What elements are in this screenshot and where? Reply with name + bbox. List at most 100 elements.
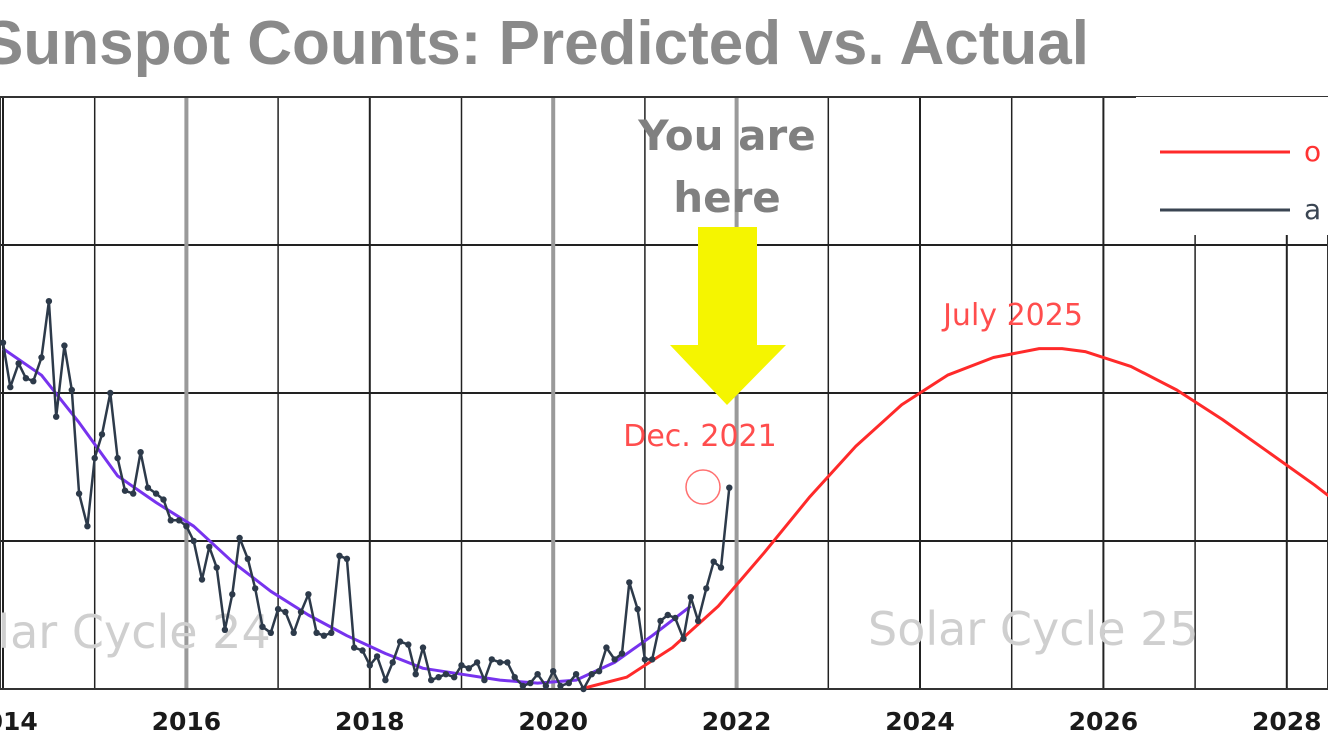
- actual-point: [91, 454, 98, 462]
- actual-point: [611, 656, 618, 663]
- actual-point: [527, 679, 534, 687]
- actual-point: [152, 490, 160, 497]
- actual-point: [0, 339, 7, 346]
- actual-point: [130, 490, 137, 497]
- actual-point: [198, 576, 206, 583]
- actual-point: [15, 360, 22, 367]
- actual-point: [137, 449, 144, 456]
- chart-title: Sunspot Counts: Predicted vs. Actual: [0, 9, 1089, 78]
- actual-point: [687, 594, 694, 601]
- actual-point: [580, 685, 587, 693]
- actual-point: [274, 605, 282, 613]
- actual-point: [481, 676, 488, 684]
- actual-point: [680, 635, 687, 642]
- actual-point: [38, 354, 45, 361]
- actual-point: [206, 543, 213, 551]
- actual-point: [336, 552, 343, 559]
- actual-point: [282, 608, 289, 616]
- actual-point: [313, 629, 320, 636]
- actual-point: [557, 682, 564, 690]
- actual-point: [351, 644, 358, 651]
- you-are-label: You are: [637, 111, 815, 160]
- actual-point: [30, 378, 37, 385]
- series-layer: [0, 298, 1328, 693]
- actual-point: [519, 682, 527, 690]
- actual-point: [634, 605, 641, 613]
- smoothed-series: [2, 347, 692, 685]
- actual-point: [710, 558, 717, 565]
- actual-point: [68, 386, 76, 394]
- actual-point: [534, 671, 541, 678]
- actual-point: [664, 611, 671, 619]
- actual-point: [144, 484, 152, 491]
- actual-point: [626, 579, 633, 586]
- actual-point: [236, 534, 243, 542]
- actual-point: [649, 656, 656, 663]
- dec-2021-label: Dec. 2021: [623, 419, 776, 454]
- x-axis-ticks: 2014 2016 2018 2020 2022 2024 2026 2028: [0, 707, 1322, 736]
- legend-predicted-label: o: [1304, 135, 1321, 168]
- cycle-25-label: Solar Cycle 25: [868, 602, 1199, 656]
- actual-point: [244, 555, 251, 562]
- actual-point: [305, 591, 312, 598]
- actual-point: [641, 656, 649, 663]
- smoothed-series-line: [2, 347, 692, 685]
- x-tick-label-2014: 2014: [0, 707, 38, 736]
- x-tick-label-2020: 2020: [518, 707, 588, 736]
- actual-point: [213, 564, 220, 571]
- actual-point: [107, 389, 114, 397]
- actual-point: [496, 659, 504, 666]
- actual-point: [488, 656, 495, 663]
- actual-point: [419, 644, 427, 651]
- actual-point: [405, 641, 412, 648]
- actual-point: [7, 383, 14, 391]
- actual-point: [328, 629, 335, 636]
- actual-point: [396, 638, 404, 645]
- x-tick-label-2022: 2022: [702, 707, 772, 736]
- actual-point: [588, 671, 595, 678]
- x-tick-label-2028: 2028: [1252, 707, 1322, 736]
- actual-point: [61, 342, 68, 349]
- actual-point: [320, 632, 328, 639]
- actual-point: [45, 298, 53, 305]
- actual-point: [618, 650, 626, 657]
- actual-point: [366, 662, 373, 669]
- actual-point: [428, 676, 435, 684]
- actual-point: [511, 674, 518, 681]
- legend-box: [1136, 97, 1328, 235]
- actual-point: [473, 659, 481, 666]
- july-2025-label: July 2025: [941, 298, 1083, 333]
- actual-point: [190, 537, 197, 545]
- actual-point: [451, 674, 458, 681]
- cycle-24-label: Solar Cycle 24: [0, 605, 271, 659]
- actual-point: [703, 585, 710, 592]
- actual-point: [550, 668, 557, 675]
- actual-point: [252, 585, 259, 592]
- actual-point: [259, 623, 266, 630]
- actual-point: [297, 608, 305, 616]
- actual-point: [412, 671, 419, 678]
- actual-point: [121, 487, 129, 494]
- actual-point: [565, 679, 572, 687]
- dec-2021-highlight-circle: [685, 469, 721, 505]
- actual-point: [382, 676, 389, 684]
- actual-point: [603, 644, 610, 651]
- actual-point: [465, 665, 472, 672]
- actual-point: [98, 431, 106, 438]
- actual-point: [504, 659, 511, 666]
- actual-point: [53, 413, 60, 420]
- actual-point: [726, 484, 733, 491]
- actual-point: [267, 629, 274, 636]
- actual-point: [657, 617, 664, 625]
- actual-point: [114, 454, 121, 462]
- you-are-here-arrow-icon: [670, 227, 786, 405]
- actual-point: [542, 682, 550, 690]
- actual-point: [84, 523, 91, 530]
- actual-point: [160, 496, 167, 503]
- actual-point: [175, 517, 183, 524]
- actual-point: [435, 674, 442, 681]
- actual-point: [717, 564, 725, 571]
- actual-series: [0, 298, 733, 693]
- actual-point: [221, 626, 229, 633]
